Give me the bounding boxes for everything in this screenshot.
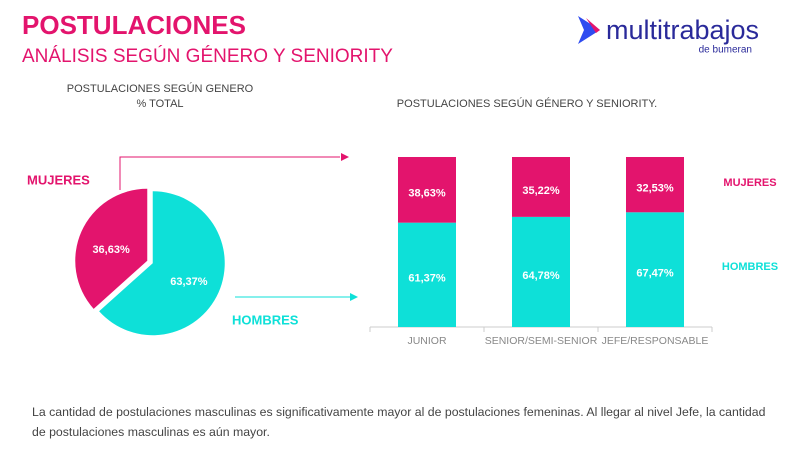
bar-segment [626, 212, 684, 327]
x-tick-label: SENIOR/SEMI-SENIOR [485, 335, 598, 347]
pie-title: POSTULACIONES SEGÚN GENERO [67, 82, 254, 95]
pie-slice [75, 188, 148, 309]
bar-value-label: 64,78% [522, 270, 560, 282]
pie-slice [99, 191, 225, 336]
arrow-head [350, 293, 358, 301]
logo-mark [578, 16, 600, 44]
footer-text: La cantidad de postulaciones masculinas … [32, 405, 766, 439]
bar-segment [512, 157, 570, 217]
bar-value-label: 38,63% [408, 188, 446, 200]
bar-segment [398, 222, 456, 327]
legend-label: MUJERES [723, 177, 776, 189]
logo-name: multitrabajos [606, 15, 759, 45]
bar-segment [512, 216, 570, 327]
bar-title: POSTULACIONES SEGÚN GÉNERO Y SENIORITY. [397, 97, 657, 110]
subtitle: ANÁLISIS SEGÚN GÉNERO Y SENIORITY [22, 45, 393, 67]
pie-value-label: 36,63% [92, 244, 130, 256]
pie-subtitle: % TOTAL [136, 98, 183, 110]
title: POSTULACIONES [22, 10, 246, 40]
bar-value-label: 35,22% [522, 185, 560, 197]
pie-value-label: 63,37% [170, 276, 208, 288]
logo-mark-accent [586, 18, 600, 33]
logo: multitrabajos de bumeran [578, 15, 759, 56]
x-tick-label: JUNIOR [407, 335, 447, 347]
pie-category-label: MUJERES [27, 172, 90, 187]
pie-category-label: HOMBRES [232, 312, 299, 327]
x-tick-label: JEFE/RESPONSABLE [602, 335, 709, 347]
logo-tagline: de bumeran [699, 45, 752, 56]
arrow-line [119, 156, 340, 190]
bar-segment [626, 157, 684, 213]
bar-value-label: 61,37% [408, 273, 446, 285]
bar-segment [398, 157, 456, 223]
arrow-head [341, 153, 349, 161]
bar-value-label: 67,47% [636, 268, 674, 280]
bar-value-label: 32,53% [636, 183, 674, 195]
legend-label: HOMBRES [722, 261, 778, 273]
